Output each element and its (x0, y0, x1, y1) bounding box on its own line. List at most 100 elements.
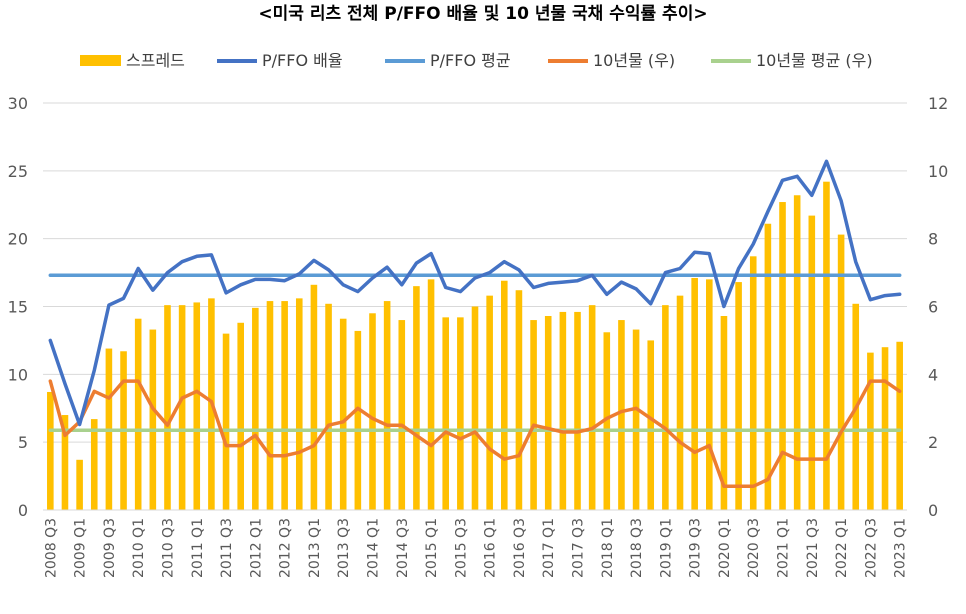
spread-bar (413, 286, 420, 510)
spread-bar (823, 181, 830, 511)
spread-bar (588, 305, 596, 510)
legend-label-spread: 스프레드 (126, 51, 185, 70)
spread-bar (706, 279, 713, 510)
spread-bar (559, 311, 567, 510)
spread-bar (574, 311, 581, 510)
right-axis-ticks: 0 2 4 6 8 10 12 (928, 94, 948, 520)
x-tick-label: 2020 Q1 (717, 518, 733, 578)
x-tick-label: 2023 Q1 (893, 518, 909, 578)
x-tick-label: 2021 Q1 (776, 518, 792, 578)
x-axis-ticks: 2008 Q3 2009 Q1 2009 Q3 2010 Q1 2010 Q3 2011 … (43, 518, 908, 578)
series-lines (48, 159, 902, 489)
y-left-tick-label: 30 (8, 94, 28, 113)
spread-bar (764, 223, 772, 510)
x-tick-label: 2022 Q3 (863, 518, 879, 578)
x-tick-label: 2016 Q1 (483, 518, 499, 578)
spread-bar (457, 317, 464, 510)
x-tick-label: 2022 Q1 (834, 518, 850, 578)
y-left-tick-label: 15 (8, 298, 28, 317)
legend-label-pffo-avg: P/FFO 평균 (430, 51, 511, 70)
y-right-tick-label: 8 (928, 230, 938, 249)
spread-bar (779, 202, 786, 510)
spread-bar (222, 333, 230, 510)
chart-title: <미국 리츠 전체 P/FFO 배율 및 10 년물 국채 수익률 추이> (258, 4, 707, 24)
x-tick-label: 2018 Q1 (600, 518, 616, 578)
spread-bar (544, 315, 552, 510)
x-tick-label: 2013 Q3 (336, 518, 352, 578)
x-tick-label: 2019 Q1 (658, 518, 674, 578)
treasury-10y-line (48, 379, 902, 489)
x-tick-label: 2019 Q3 (688, 518, 704, 578)
y-right-tick-label: 4 (928, 365, 938, 384)
spread-bar (896, 341, 903, 510)
spread-bar (193, 302, 201, 510)
x-tick-label: 2018 Q3 (629, 518, 645, 578)
x-tick-label: 2012 Q3 (278, 518, 294, 578)
spread-bar (515, 290, 523, 510)
x-tick-label: 2015 Q1 (424, 518, 440, 578)
y-left-tick-label: 25 (8, 162, 28, 181)
spread-bar (339, 318, 347, 510)
spread-bar (134, 318, 142, 510)
x-tick-label: 2017 Q3 (571, 518, 587, 578)
spread-bar (530, 320, 537, 510)
y-right-tick-label: 10 (928, 162, 948, 181)
x-tick-label: 2021 Q3 (805, 518, 821, 578)
legend-label-treasury: 10년물 (우) (593, 51, 675, 70)
spread-bar (76, 459, 83, 510)
x-tick-label: 2012 Q1 (248, 518, 264, 578)
spread-bar (164, 305, 171, 510)
spread-bar (252, 307, 259, 510)
spread-bar (369, 313, 376, 510)
spread-bar (47, 391, 54, 510)
spread-bars (47, 181, 903, 511)
spread-bar (90, 419, 98, 510)
x-tick-label: 2010 Q3 (160, 518, 176, 578)
spread-bar (471, 306, 479, 510)
legend: 스프레드 P/FFO 배율 P/FFO 평균 10년물 (우) 10년물 평균 … (80, 51, 873, 70)
spread-bar (237, 322, 244, 510)
spread-bar (442, 317, 450, 510)
left-axis-ticks: 0 5 10 15 20 25 30 (8, 94, 28, 520)
y-right-tick-label: 2 (928, 433, 938, 452)
spread-bar (354, 330, 362, 510)
y-left-tick-label: 10 (8, 365, 28, 384)
x-tick-label: 2009 Q3 (102, 518, 118, 578)
spread-bar (691, 278, 698, 510)
spread-bar (720, 315, 728, 510)
x-tick-label: 2015 Q3 (453, 518, 469, 578)
spread-bar (808, 215, 816, 510)
spread-bar (149, 329, 157, 510)
spread-bar (793, 195, 801, 510)
y-right-tick-label: 0 (928, 501, 938, 520)
x-tick-label: 2009 Q1 (73, 518, 89, 578)
x-tick-label: 2011 Q3 (219, 518, 235, 578)
spread-bar (837, 234, 845, 510)
x-tick-label: 2010 Q1 (131, 518, 147, 578)
x-tick-label: 2020 Q3 (746, 518, 762, 578)
spread-bar (618, 320, 625, 510)
spread-bar (735, 282, 742, 510)
pffo-multiple-line (48, 159, 902, 427)
spread-bar (427, 279, 435, 510)
legend-swatch-spread (80, 55, 121, 66)
spread-bar (647, 340, 655, 510)
x-tick-label: 2008 Q3 (43, 518, 59, 578)
spread-bar (603, 332, 611, 510)
y-right-tick-label: 12 (928, 94, 948, 113)
spread-bar (632, 329, 640, 510)
spread-bar (662, 305, 669, 510)
legend-label-pffo: P/FFO 배율 (262, 51, 343, 70)
y-right-tick-label: 6 (928, 298, 938, 317)
spread-bar (178, 305, 186, 510)
x-tick-label: 2016 Q3 (512, 518, 528, 578)
spread-bar (310, 284, 318, 510)
spread-bar (749, 256, 757, 510)
spread-bar (383, 301, 391, 510)
x-tick-label: 2013 Q1 (307, 518, 323, 578)
spread-bar (266, 301, 274, 510)
spread-bar (500, 280, 508, 510)
y-left-tick-label: 5 (18, 433, 28, 452)
x-tick-label: 2014 Q3 (395, 518, 411, 578)
x-tick-label: 2011 Q1 (190, 518, 206, 578)
